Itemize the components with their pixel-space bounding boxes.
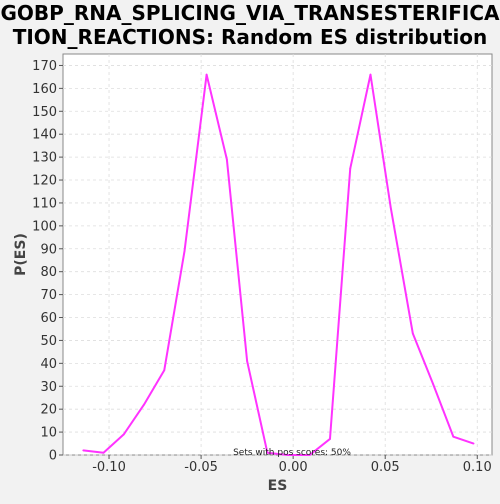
data-point xyxy=(473,443,475,445)
y-axis-label: P(ES) xyxy=(13,233,29,276)
data-point xyxy=(349,168,351,170)
y-tick-label: 40 xyxy=(40,357,57,372)
y-tick-label: 50 xyxy=(40,334,57,349)
x-axis-label: ES xyxy=(268,478,288,494)
y-tick-label: 70 xyxy=(40,288,57,303)
data-point xyxy=(82,450,84,452)
data-point xyxy=(432,383,434,385)
data-point xyxy=(390,207,392,209)
plot-area xyxy=(63,54,492,455)
y-tick-label: 80 xyxy=(40,265,57,280)
data-point xyxy=(329,438,331,440)
data-point xyxy=(184,250,186,252)
x-tick-label: 0.00 xyxy=(279,460,308,475)
data-point xyxy=(206,74,208,76)
y-tick-label: 20 xyxy=(40,403,57,418)
data-point xyxy=(370,74,372,76)
annotation-text: Sets with pos scores: 50% xyxy=(233,448,351,458)
data-point xyxy=(103,452,105,454)
data-point xyxy=(143,404,145,406)
y-tick-label: 30 xyxy=(40,380,57,395)
y-tick-label: 130 xyxy=(32,151,57,166)
y-tick-label: 110 xyxy=(32,196,57,211)
data-point xyxy=(226,159,228,161)
y-tick-label: 10 xyxy=(40,426,57,441)
data-point xyxy=(163,369,165,371)
chart-title-line-2: TION_REACTIONS: Random ES distribution xyxy=(13,25,488,49)
y-tick-label: 100 xyxy=(32,219,57,234)
data-point xyxy=(412,333,414,335)
y-tick-label: 120 xyxy=(32,174,57,189)
data-point xyxy=(452,436,454,438)
y-tick-label: 90 xyxy=(40,242,57,257)
y-tick-label: 60 xyxy=(40,311,57,326)
x-tick-label: -0.05 xyxy=(184,460,218,475)
y-tick-label: 0 xyxy=(49,449,57,464)
x-tick-label: 0.05 xyxy=(371,460,400,475)
data-point xyxy=(246,360,248,362)
y-tick-label: 170 xyxy=(32,59,57,74)
chart-title-line-1: GOBP_RNA_SPLICING_VIA_TRANSESTERIFICA xyxy=(1,1,500,25)
y-tick-label: 150 xyxy=(32,105,57,120)
y-tick-label: 140 xyxy=(32,128,57,143)
x-tick-label: -0.10 xyxy=(92,460,126,475)
data-point xyxy=(123,433,125,435)
y-tick-label: 160 xyxy=(32,82,57,97)
x-tick-label: 0.10 xyxy=(463,460,492,475)
